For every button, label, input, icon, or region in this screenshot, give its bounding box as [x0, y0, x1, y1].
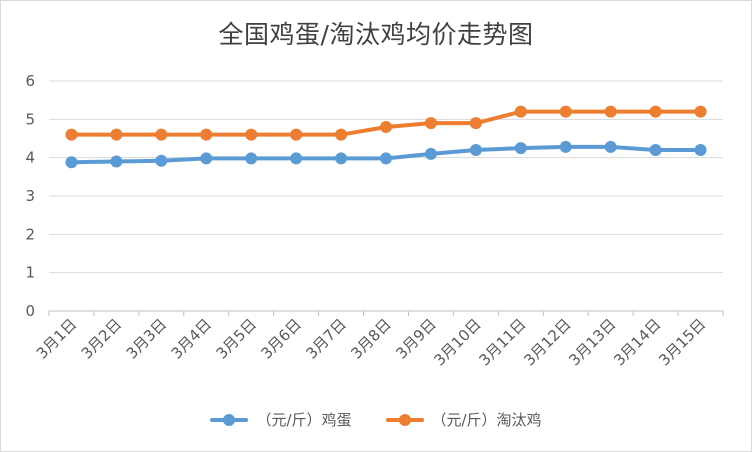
legend: （元/斤）鸡蛋 （元/斤）淘汰鸡	[1, 409, 751, 430]
data-point[interactable]	[245, 128, 258, 141]
data-point[interactable]	[514, 142, 527, 155]
y-tick-label: 2	[25, 225, 35, 243]
x-tick-label: 3月5日	[213, 315, 260, 362]
data-point[interactable]	[380, 152, 392, 165]
legend-marker-egg	[223, 413, 236, 426]
y-tick-label: 5	[25, 110, 35, 128]
y-tick-label: 0	[25, 302, 35, 320]
y-axis: 0 1 2 3 4 5 6	[25, 72, 35, 320]
data-point[interactable]	[424, 117, 437, 130]
data-point[interactable]	[290, 128, 303, 141]
data-point[interactable]	[559, 140, 572, 153]
legend-label-culled-hen: （元/斤）淘汰鸡	[431, 411, 542, 429]
grid-layer	[49, 80, 723, 312]
legend-marker-culled-hen	[398, 413, 411, 426]
x-tick-label: 3月13日	[565, 315, 619, 369]
data-point[interactable]	[604, 105, 617, 118]
y-tick-label: 6	[25, 72, 35, 90]
data-point[interactable]	[469, 144, 482, 156]
x-tick-label: 3月11日	[475, 315, 529, 369]
data-point[interactable]	[335, 152, 348, 165]
data-point[interactable]	[245, 152, 258, 165]
data-point[interactable]	[290, 152, 303, 165]
data-point[interactable]	[559, 105, 572, 118]
data-point[interactable]	[155, 154, 168, 167]
y-tick-label: 3	[25, 187, 35, 205]
x-axis: 3月1日3月2日3月3日3月4日3月5日3月6日3月7日3月8日3月9日3月10…	[33, 311, 724, 369]
data-point[interactable]	[380, 121, 392, 133]
data-point[interactable]	[200, 152, 213, 165]
y-tick-label: 1	[25, 264, 35, 282]
x-tick-label: 3月12日	[520, 315, 574, 369]
series-layer	[65, 105, 707, 169]
x-tick-label: 3月1日	[33, 315, 80, 362]
legend-label-egg: （元/斤）鸡蛋	[256, 411, 352, 429]
data-point[interactable]	[469, 117, 482, 130]
data-point[interactable]	[424, 147, 437, 160]
data-point[interactable]	[65, 128, 78, 141]
legend-item-culled-hen[interactable]: （元/斤）淘汰鸡	[385, 409, 542, 430]
data-point[interactable]	[694, 144, 707, 156]
x-tick-label: 3月2日	[78, 315, 125, 362]
legend-swatch-culled-hen	[385, 413, 424, 426]
data-point[interactable]	[65, 156, 78, 169]
x-tick-label: 3月10日	[431, 315, 485, 369]
data-point[interactable]	[649, 105, 662, 118]
x-tick-label: 3月4日	[168, 315, 215, 362]
data-point[interactable]	[649, 144, 662, 156]
x-tick-label: 3月6日	[258, 315, 305, 362]
data-point[interactable]	[335, 128, 348, 141]
data-point[interactable]	[110, 128, 123, 141]
data-point[interactable]	[694, 105, 707, 118]
data-point[interactable]	[110, 155, 123, 168]
chart-title: 全国鸡蛋/淘汰鸡均价走势图	[218, 20, 534, 49]
data-point[interactable]	[155, 128, 168, 141]
x-tick-label: 3月8日	[347, 315, 394, 362]
data-point[interactable]	[604, 140, 617, 153]
x-tick-label: 3月15日	[655, 315, 709, 369]
data-point[interactable]	[200, 128, 213, 141]
x-tick-label: 3月14日	[610, 315, 664, 369]
data-point[interactable]	[514, 105, 527, 118]
legend-item-egg[interactable]: （元/斤）鸡蛋	[210, 409, 352, 430]
legend-swatch-egg	[210, 413, 249, 426]
x-tick-label: 3月7日	[302, 315, 349, 362]
x-tick-label: 3月3日	[123, 315, 170, 362]
y-tick-label: 4	[25, 149, 35, 167]
